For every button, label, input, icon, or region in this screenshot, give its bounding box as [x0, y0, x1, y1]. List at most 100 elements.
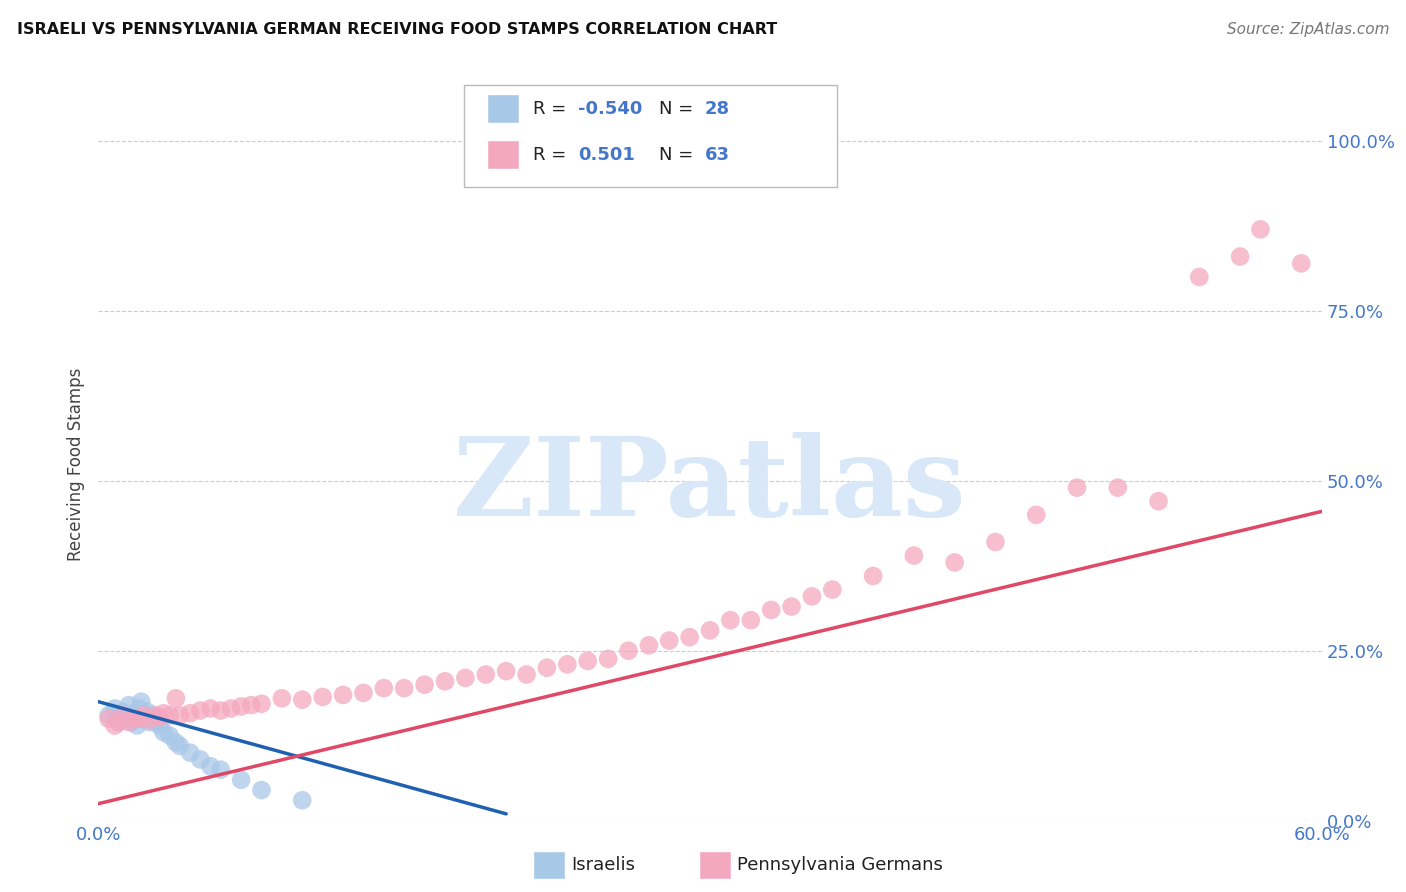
Point [761, 603, 783, 617]
Point [231, 772, 253, 787]
Text: R =: R = [533, 100, 572, 118]
Point [862, 569, 884, 583]
Point [169, 708, 191, 723]
Point [576, 654, 599, 668]
Point [138, 713, 160, 727]
Point [617, 644, 640, 658]
Point [392, 681, 416, 695]
Point [111, 708, 134, 723]
Text: N =: N = [659, 146, 699, 164]
Point [903, 549, 925, 563]
Text: ISRAELI VS PENNSYLVANIA GERMAN RECEIVING FOOD STAMPS CORRELATION CHART: ISRAELI VS PENNSYLVANIA GERMAN RECEIVING… [17, 22, 778, 37]
Point [128, 701, 150, 715]
Point [188, 752, 212, 766]
Point [132, 708, 155, 723]
Point [97, 712, 120, 726]
Point [250, 697, 273, 711]
Point [159, 708, 181, 723]
Point [124, 708, 146, 723]
Text: R =: R = [533, 146, 572, 164]
Y-axis label: Receiving Food Stamps: Receiving Food Stamps [66, 368, 84, 560]
Point [152, 725, 174, 739]
Text: 28: 28 [704, 100, 730, 118]
Text: Pennsylvania Germans: Pennsylvania Germans [737, 856, 942, 874]
Point [699, 624, 721, 638]
Point [188, 704, 212, 718]
Point [132, 712, 155, 726]
Point [138, 715, 160, 730]
Point [434, 674, 457, 689]
Point [115, 712, 138, 726]
Point [780, 599, 803, 614]
Text: Israelis: Israelis [571, 856, 636, 874]
Point [97, 708, 120, 723]
Point [128, 712, 150, 726]
Text: 63: 63 [704, 146, 730, 164]
Point [1249, 222, 1271, 236]
Point [801, 590, 824, 604]
Text: -0.540: -0.540 [578, 100, 643, 118]
Point [332, 688, 354, 702]
Point [536, 661, 558, 675]
Point [120, 715, 142, 730]
Point [270, 691, 294, 706]
Point [474, 667, 498, 681]
Point [1066, 481, 1088, 495]
Point [149, 718, 172, 732]
Point [1147, 494, 1170, 508]
Point [118, 698, 141, 712]
Point [152, 706, 174, 721]
Point [149, 710, 172, 724]
Text: 0.501: 0.501 [578, 146, 634, 164]
Point [108, 715, 131, 730]
Point [1025, 508, 1047, 522]
Point [291, 692, 314, 706]
Point [291, 793, 314, 807]
Point [104, 718, 127, 732]
Point [165, 691, 187, 706]
Point [145, 715, 167, 730]
Point [231, 699, 253, 714]
Point [495, 664, 517, 678]
Point [209, 763, 232, 777]
Point [454, 671, 477, 685]
Text: ZIPatlas: ZIPatlas [453, 432, 967, 539]
Point [179, 706, 201, 721]
Point [179, 746, 201, 760]
Point [169, 739, 191, 753]
Point [1229, 250, 1251, 264]
Point [108, 715, 131, 730]
Point [943, 555, 966, 569]
Point [352, 686, 374, 700]
Point [118, 715, 141, 730]
Point [740, 613, 762, 627]
Point [127, 718, 149, 732]
Point [141, 708, 163, 723]
Point [413, 678, 436, 692]
Point [555, 657, 579, 672]
Text: Source: ZipAtlas.com: Source: ZipAtlas.com [1226, 22, 1389, 37]
Point [821, 582, 844, 597]
Point [145, 708, 167, 723]
Point [516, 667, 538, 681]
Point [312, 690, 335, 704]
Text: N =: N = [659, 100, 699, 118]
Point [111, 705, 134, 719]
Point [679, 630, 702, 644]
Point [1188, 269, 1211, 284]
Point [165, 735, 187, 749]
Point [637, 638, 661, 652]
Point [104, 701, 127, 715]
Point [240, 698, 263, 712]
Point [200, 701, 222, 715]
Point [373, 681, 395, 695]
Point [984, 535, 1007, 549]
Point [658, 633, 681, 648]
Point [1107, 481, 1129, 495]
Point [718, 613, 742, 627]
Point [129, 695, 152, 709]
Point [250, 783, 273, 797]
Point [1291, 256, 1313, 270]
Point [209, 704, 232, 718]
Point [598, 652, 620, 666]
